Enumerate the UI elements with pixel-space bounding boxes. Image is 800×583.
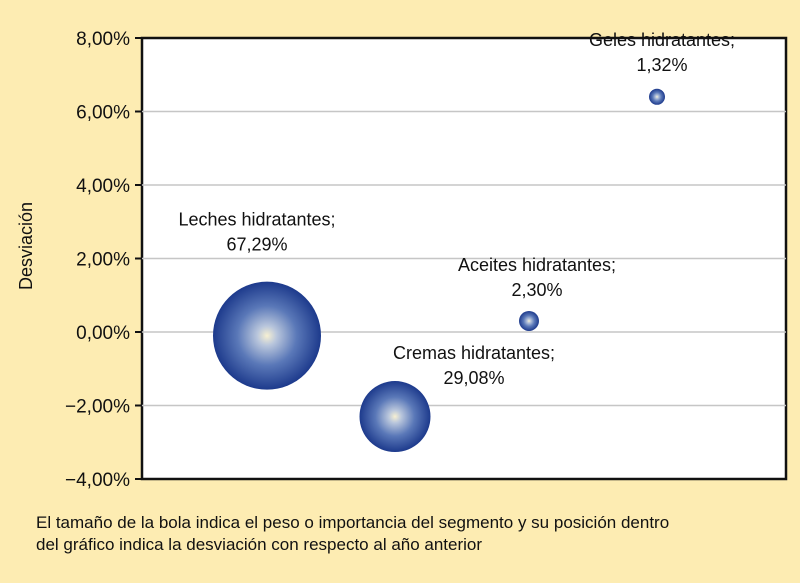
y-tick-label: 2,00% <box>76 250 130 271</box>
bubble-label-value: 2,30% <box>511 280 562 300</box>
chart-footnote: El tamaño de la bola indica el peso o im… <box>36 512 776 556</box>
footnote-line-1: El tamaño de la bola indica el peso o im… <box>36 513 670 532</box>
bubble-label-name: Aceites hidratantes; <box>458 255 616 275</box>
y-tick-label: −4,00% <box>65 470 130 491</box>
y-tick-label: −2,00% <box>65 397 130 418</box>
bubble <box>213 281 321 390</box>
y-tick-label: 4,00% <box>76 176 130 197</box>
bubble-labels: Leches hidratantes; 67,29% Cremas hidratan… <box>178 30 735 388</box>
bubble-label-value: 29,08% <box>443 368 504 388</box>
bubble-chart: 8,00% 6,00% 4,00% 2,00% 0,00% −2,00% −4,00% De… <box>16 29 788 491</box>
bubble-label-value: 1,32% <box>636 55 687 75</box>
bubble-label-name: Cremas hidratantes; <box>393 343 555 363</box>
bubble-label-name: Geles hidratantes; <box>589 30 735 50</box>
bubbles <box>213 88 665 453</box>
gridlines <box>142 110 786 407</box>
bubble <box>519 310 539 331</box>
footnote-line-2: del gráfico indica la desviación con res… <box>36 535 483 554</box>
bubble-label-value: 67,29% <box>226 235 287 255</box>
y-tick-label: 8,00% <box>76 29 130 50</box>
y-tick-label: 6,00% <box>76 103 130 124</box>
y-axis-title: Desviación <box>16 202 36 290</box>
bubble <box>359 381 431 453</box>
bubble-label-name: Leches hidratantes; <box>178 210 335 230</box>
y-tick-label: 0,00% <box>76 323 130 344</box>
y-axis-ticks: 8,00% 6,00% 4,00% 2,00% 0,00% −2,00% −4,00% <box>65 29 142 491</box>
bubble <box>649 88 665 105</box>
